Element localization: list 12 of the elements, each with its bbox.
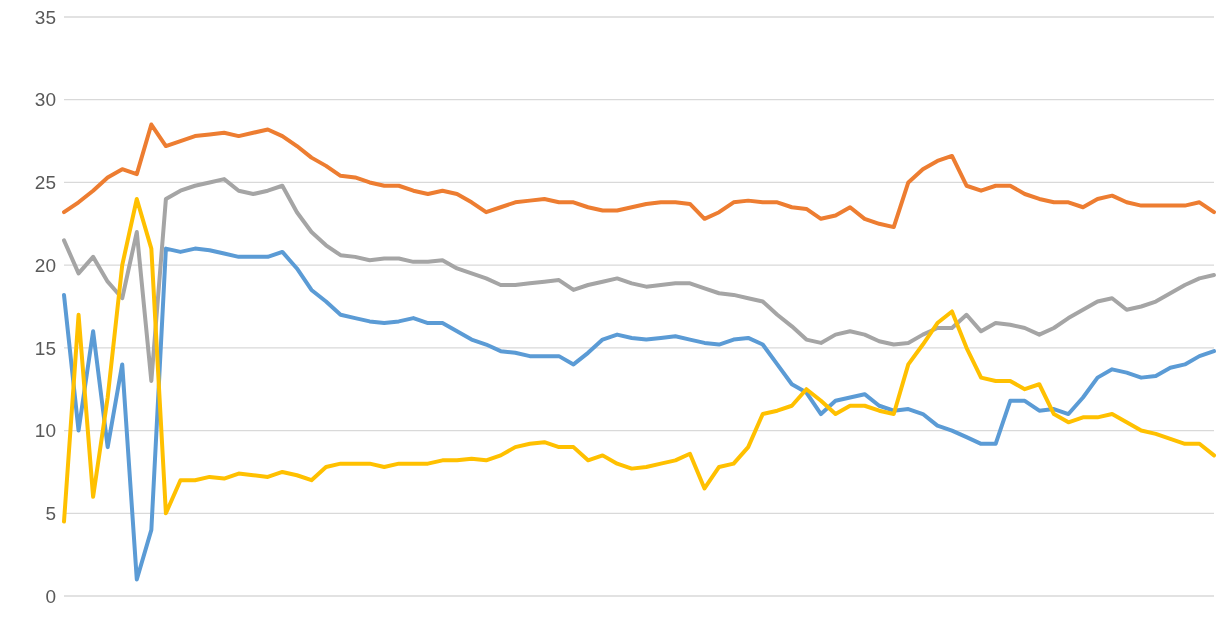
y-tick-label: 20 <box>34 254 56 276</box>
line-series <box>62 196 1216 524</box>
line-series <box>62 246 1216 582</box>
y-tick-label: 15 <box>34 337 56 359</box>
y-tick-label: 35 <box>34 6 56 28</box>
y-tick-label: 30 <box>34 89 56 111</box>
y-tick-label: 5 <box>45 503 56 525</box>
y-tick-label: 0 <box>45 585 56 607</box>
y-tick-label: 25 <box>34 172 56 194</box>
y-tick-label: 10 <box>34 420 56 442</box>
line-series <box>62 177 1216 383</box>
line-series <box>62 122 1216 230</box>
